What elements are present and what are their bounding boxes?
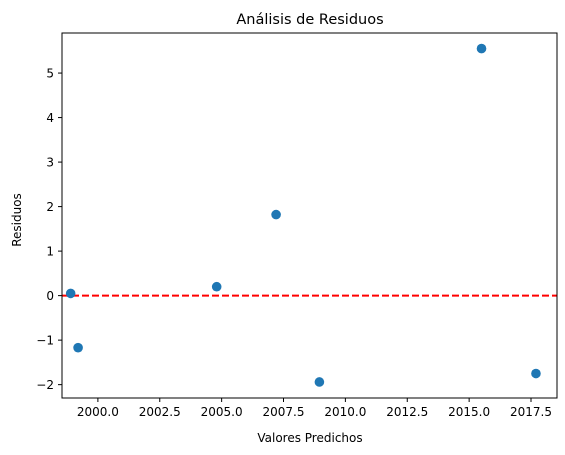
- plot-frame: [61, 32, 558, 399]
- x-tick-label: 2007.5: [263, 405, 305, 419]
- data-point: [314, 377, 325, 387]
- x-tick-label: 2012.5: [386, 405, 428, 419]
- x-tick-label: 2000.0: [77, 405, 119, 419]
- y-tick-label: 1: [46, 245, 54, 259]
- chart-title: Análisis de Residuos: [236, 12, 383, 28]
- data-point: [211, 281, 222, 292]
- x-axis-label: Valores Predichos: [257, 431, 362, 445]
- y-tick-label: 5: [46, 67, 54, 81]
- y-tick-label: 2: [46, 200, 54, 214]
- y-tick-label: 4: [46, 111, 54, 125]
- plot-area: 2000.0 2002.5 2005.0 2007.5 2010.0 2012.5 2015…: [36, 32, 558, 419]
- x-tick-label: 2002.5: [139, 405, 181, 419]
- y-tick-label: 0: [46, 289, 54, 303]
- y-tick-label: −1: [36, 334, 54, 348]
- y-tick-label: −2: [36, 378, 54, 392]
- data-point: [271, 209, 281, 220]
- data-point: [73, 342, 83, 353]
- data-point: [65, 288, 76, 299]
- x-tick-label: 2005.0: [201, 405, 243, 419]
- y-axis-label: Residuos: [10, 193, 24, 247]
- data-point: [476, 43, 487, 54]
- x-tick-label: 2017.5: [510, 405, 552, 419]
- y-tick-label: 3: [46, 156, 54, 170]
- data-point: [531, 368, 541, 379]
- x-tick-label: 2015.0: [448, 405, 490, 419]
- x-tick-label: 2010.0: [324, 405, 366, 419]
